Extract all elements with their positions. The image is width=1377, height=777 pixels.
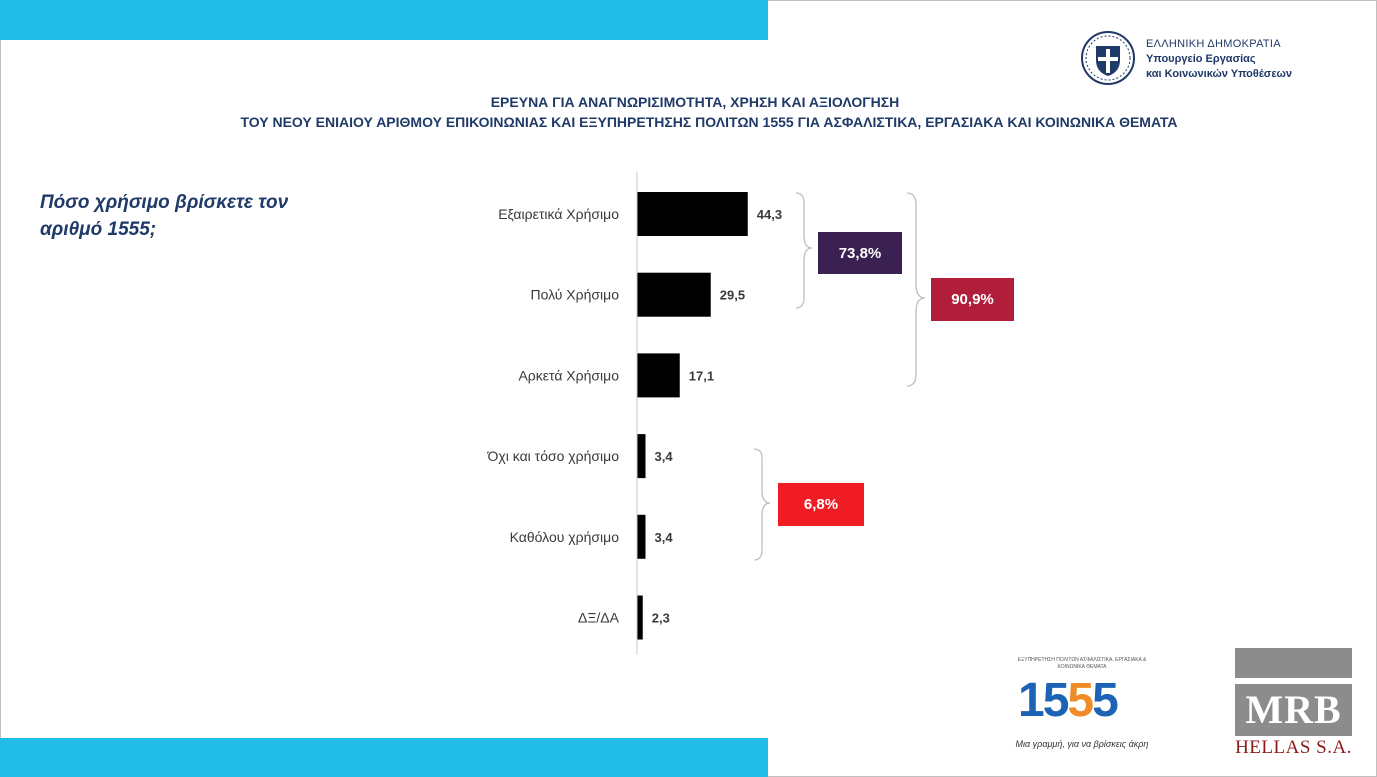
category-label: Αρκετά Χρήσιμο (518, 367, 619, 383)
value-label: 17,1 (689, 368, 714, 383)
value-label: 29,5 (720, 288, 745, 303)
logo-1555: ΕΞΥΠΗΡΕΤΗΣΗ ΠΟΛΙΤΩΝ ΑΣΦΑΛΙΣΤΙΚΑ, ΕΡΓΑΣΙΑ… (1008, 657, 1156, 753)
top-accent-bar (0, 0, 768, 40)
logo-1555-digits-a: 15 (1018, 674, 1069, 727)
logo-1555-tagline: Μια γραμμή, για να βρίσκεις άκρη (1015, 739, 1149, 749)
logo-1555-number: 1555 (1018, 673, 1119, 728)
mrb-logo-bar (1235, 648, 1352, 678)
category-label: ΔΞ/ΔΑ (578, 610, 620, 626)
survey-title: ΕΡΕΥΝΑ ΓΙΑ ΑΝΑΓΝΩΡΙΣΙΜΟΤΗΤΑ, ΧΡΗΣΗ ΚΑΙ Α… (0, 92, 1377, 132)
bracket-90-9 (906, 192, 926, 387)
bottom-accent-bar (0, 738, 768, 777)
survey-title-line-2: ΤΟΥ ΝΕΟΥ ΕΝΙΑΙΟΥ ΑΡΙΘΜΟΥ ΕΠΙΚΟΙΝΩΝΙΑΣ ΚΑ… (240, 114, 1178, 130)
ministry-line-2: Υπουργείο Εργασίας (1146, 53, 1256, 65)
ministry-logo: ΕΛΛΗΝΙΚΗ ΔΗΜΟΚΡΑΤΙΑ Υπουργείο Εργασίας κ… (1080, 30, 1330, 86)
category-label: Όχι και τόσο χρήσιμο (487, 448, 620, 464)
bracket-73-8 (795, 192, 813, 309)
logo-1555-digit-c: 5 (1092, 674, 1119, 727)
bar-0 (637, 192, 748, 236)
bar-2 (637, 353, 680, 398)
logo-1555-heading: ΕΞΥΠΗΡΕΤΗΣΗ ΠΟΛΙΤΩΝ ΑΣΦΑΛΙΣΤΙΚΑ, ΕΡΓΑΣΙΑ… (1017, 657, 1147, 670)
logo-1555-digit-b: 5 (1067, 674, 1094, 727)
bar-5 (637, 595, 643, 640)
value-label: 3,4 (655, 530, 674, 545)
mrb-hellas-logo: MRB HELLAS S.A. (1235, 648, 1352, 760)
bracket-6-8 (753, 448, 771, 561)
value-label: 3,4 (655, 449, 674, 464)
mrb-logo-subtext: HELLAS S.A. (1235, 737, 1352, 758)
value-label: 44,3 (757, 207, 782, 222)
ministry-line-3: και Κοινωνικών Υποθέσεων (1146, 68, 1292, 80)
bar-4 (637, 514, 646, 559)
total-not-useful-badge: 6,8% (778, 483, 864, 526)
category-label: Πολύ Χρήσιμο (530, 287, 619, 303)
survey-title-line-1: ΕΡΕΥΝΑ ΓΙΑ ΑΝΑΓΝΩΡΙΣΙΜΟΤΗΤΑ, ΧΡΗΣΗ ΚΑΙ Α… (490, 94, 900, 110)
survey-question: Πόσο χρήσιμο βρίσκετε τον αριθμό 1555; (40, 192, 289, 240)
total-useful-top3-badge: 90,9% (931, 278, 1014, 321)
greek-coat-of-arms-icon (1081, 31, 1135, 85)
ministry-line-1: ΕΛΛΗΝΙΚΗ ΔΗΜΟΚΡΑΤΙΑ (1146, 38, 1281, 50)
mrb-logo-text: MRB (1235, 684, 1352, 736)
category-label: Εξαιρετικά Χρήσιμο (498, 206, 619, 222)
total-useful-top2-badge: 73,8% (818, 232, 902, 274)
value-label: 2,3 (652, 611, 670, 626)
category-label: Καθόλου χρήσιμο (510, 529, 620, 545)
bar-3 (637, 434, 646, 479)
bar-1 (637, 272, 711, 317)
